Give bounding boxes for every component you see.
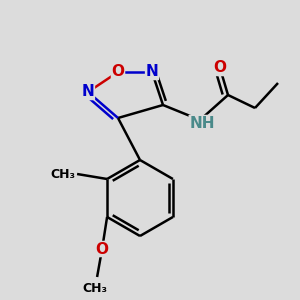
Text: O: O — [96, 242, 109, 256]
Text: NH: NH — [189, 116, 215, 130]
Text: CH₃: CH₃ — [50, 167, 75, 181]
Text: N: N — [146, 64, 158, 80]
Text: N: N — [82, 85, 94, 100]
Text: CH₃: CH₃ — [82, 282, 108, 295]
Text: O: O — [112, 64, 124, 80]
Text: O: O — [214, 61, 226, 76]
